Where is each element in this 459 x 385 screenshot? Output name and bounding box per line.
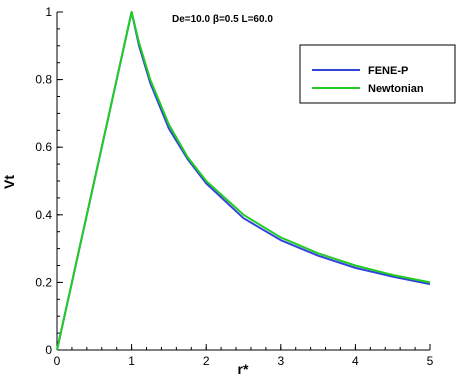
y-tick-label: 0.4 [35,208,52,222]
y-tick-label: 0 [45,343,52,357]
x-tick-label: 0 [54,354,61,368]
legend-label-newtonian: Newtonian [368,83,424,95]
series-lines [56,11,431,351]
x-tick-label: 4 [352,354,359,368]
x-tick-label: 3 [277,354,284,368]
parameter-annotation: De=10.0 β=0.5 L=60.0 [172,14,273,25]
y-tick-label: 0.6 [35,140,52,154]
axes: 0 1 2 3 4 5 0 0.2 0.4 0.6 0.8 1 [35,5,433,368]
legend-box [299,44,456,104]
y-tick-label: 0.8 [35,73,52,87]
y-axis-label: Vt [1,175,17,189]
x-tick-label: 2 [203,354,210,368]
legend-label-fene-p: FENE-P [368,65,408,77]
legend: FENE-P Newtonian [299,44,456,104]
x-tick-label: 5 [427,354,434,368]
x-tick-label: 1 [128,354,135,368]
series-line-newtonian [56,11,431,351]
y-tick-label: 1 [45,5,52,19]
x-axis-label: r* [238,361,249,377]
y-tick-label: 0.2 [35,275,52,289]
